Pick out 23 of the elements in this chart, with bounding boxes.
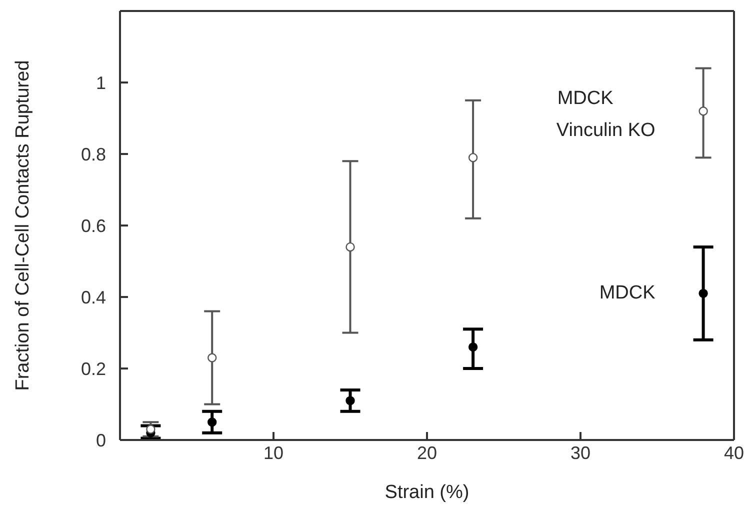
y-tick-label: 0 xyxy=(96,430,106,450)
x-tick-label: 40 xyxy=(724,442,744,463)
point xyxy=(346,242,355,252)
point xyxy=(208,418,217,427)
point xyxy=(346,396,355,406)
point xyxy=(698,106,708,116)
point xyxy=(208,353,217,362)
point xyxy=(468,342,478,352)
point xyxy=(468,152,478,162)
x-tick-label: 10 xyxy=(263,442,284,463)
y-tick-label: 0.4 xyxy=(80,287,106,308)
x-axis-title: Strain (%) xyxy=(384,482,470,503)
y-tick-label: 0.2 xyxy=(80,358,106,379)
x-tick-label: 20 xyxy=(416,442,438,463)
x-tick-label: 30 xyxy=(570,442,591,463)
text: MDCK xyxy=(599,282,656,304)
point xyxy=(146,424,156,434)
y-tick-label: 1 xyxy=(96,72,106,93)
y-axis-title: Fraction of Cell-Cell Contacts Ruptured xyxy=(12,60,34,391)
point xyxy=(698,288,708,298)
text: MDCK Vinculin KO xyxy=(556,88,656,142)
y-tick-label: 0.6 xyxy=(80,216,106,236)
y-tick-label: 0.8 xyxy=(80,144,106,164)
